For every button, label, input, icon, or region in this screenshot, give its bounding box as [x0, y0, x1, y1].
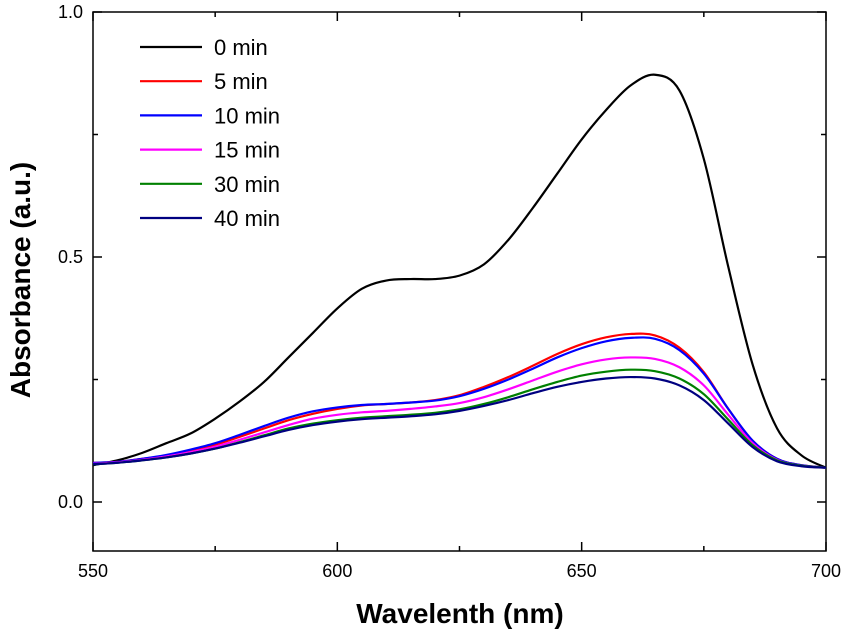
legend: 0 min 5 min 10 min 15 min 30 min 40 min: [140, 35, 280, 231]
y-tick-label: 0.0: [58, 492, 83, 512]
legend-label-2: 10 min: [214, 103, 280, 128]
x-tick-label: 550: [78, 561, 108, 581]
legend-label-1: 5 min: [214, 69, 268, 94]
legend-label-4: 30 min: [214, 172, 280, 197]
series-line-3: [92, 356, 827, 469]
y-axis-title: Absorbance (a.u.): [5, 162, 36, 398]
series-layer: [92, 73, 827, 469]
legend-label-3: 15 min: [214, 138, 280, 163]
axes-layer: 550 600 650 700 0.0 0.5 1.0: [58, 2, 841, 581]
x-tick-label: 600: [322, 561, 352, 581]
x-tick-label: 700: [811, 561, 841, 581]
series-line-4: [92, 368, 827, 469]
series-line-0: [92, 73, 827, 469]
x-tick-label: 650: [567, 561, 597, 581]
legend-label-5: 40 min: [214, 206, 280, 231]
y-tick-label: 1.0: [58, 2, 83, 22]
y-tick-label: 0.5: [58, 247, 83, 267]
plot-area: [92, 11, 827, 552]
series-line-2: [92, 336, 827, 469]
x-axis-title: Wavelenth (nm): [356, 598, 563, 629]
series-line-5: [92, 375, 827, 469]
legend-label-0: 0 min: [214, 35, 268, 60]
plot-frame: [92, 11, 827, 552]
